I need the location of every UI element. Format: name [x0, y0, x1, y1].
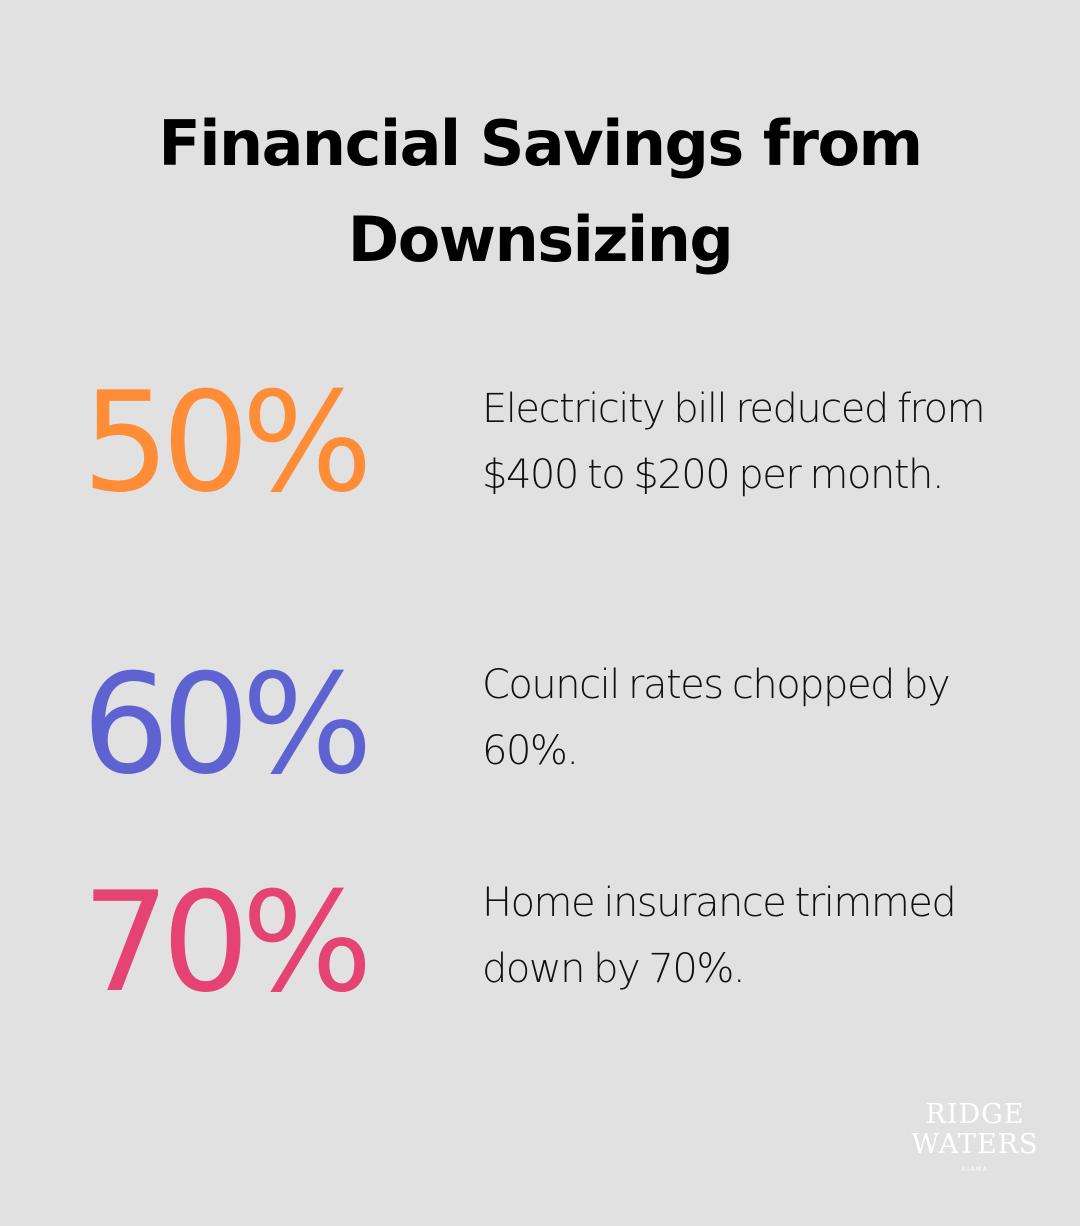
title-line-2: Downsizing [347, 203, 734, 276]
stat-description: Electricity bill reduced from $400 to $2… [482, 386, 986, 498]
stat-value: 60% [82, 644, 373, 805]
logo-line-2: WATERS [911, 1129, 1039, 1160]
stat-value: 70% [82, 862, 373, 1023]
page-title: Financial Savings from Downsizing [0, 96, 1080, 288]
stat-description: Home insurance trimmed down by 70%. [482, 880, 957, 992]
ridge-waters-logo: RIDGE WATERS KIAMA [900, 1099, 1050, 1174]
stat-description: Council rates chopped by 60%. [482, 662, 951, 774]
title-line-1: Financial Savings from [158, 107, 923, 180]
logo-line-1: RIDGE [925, 1099, 1025, 1130]
logo-line-3: KIAMA [961, 1166, 989, 1173]
stat-value: 50% [82, 362, 373, 523]
